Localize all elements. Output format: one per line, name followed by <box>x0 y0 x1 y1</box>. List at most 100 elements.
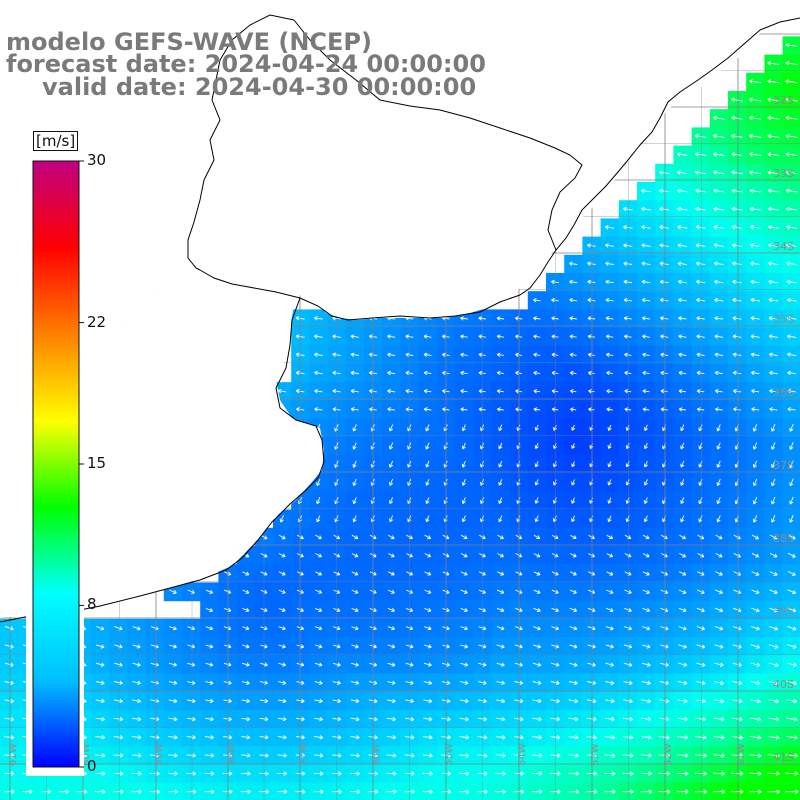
wind-arrow <box>533 316 541 321</box>
wind-arrow <box>716 442 721 450</box>
wind-arrow <box>733 552 741 558</box>
wind-arrow <box>459 771 470 776</box>
wind-arrow <box>623 316 632 321</box>
wind-arrow <box>785 97 798 102</box>
wind-arrow <box>422 789 434 794</box>
wind-arrow <box>278 698 287 704</box>
wind-arrow <box>131 789 142 794</box>
wind-arrow <box>587 297 596 303</box>
wind-arrow <box>460 571 468 576</box>
wind-arrow <box>241 680 250 685</box>
wind-arrow <box>315 553 322 558</box>
speed-cell <box>782 546 800 565</box>
wind-arrow <box>222 753 233 758</box>
wind-arrow <box>169 626 177 631</box>
wind-arrow <box>696 316 705 321</box>
lat-label: 39S <box>773 605 794 618</box>
lon-label: 59W <box>154 743 165 766</box>
wind-arrow <box>660 407 668 412</box>
wind-arrow <box>789 514 794 523</box>
wind-arrow <box>769 571 778 576</box>
wind-arrow <box>750 680 761 686</box>
wind-arrow <box>423 388 432 394</box>
wind-arrow <box>605 316 614 321</box>
wind-arrow <box>186 716 196 722</box>
wind-arrow <box>551 279 559 285</box>
wind-arrow <box>786 334 797 339</box>
wind-arrow <box>750 352 760 357</box>
wind-arrow <box>186 735 196 740</box>
wind-arrow <box>498 424 503 432</box>
wind-arrow <box>149 789 160 794</box>
wind-arrow <box>531 771 543 776</box>
wind-arrow <box>786 644 797 649</box>
wind-arrow <box>785 115 798 120</box>
wind-arrow <box>678 352 687 357</box>
wind-arrow <box>785 61 798 66</box>
wind-arrow <box>350 334 359 339</box>
wind-arrow <box>571 479 576 486</box>
wind-arrow <box>587 261 596 266</box>
wind-arrow <box>767 152 780 157</box>
wind-arrow <box>351 589 359 594</box>
wind-arrow <box>242 571 250 576</box>
wind-arrow <box>498 479 503 486</box>
wind-arrow <box>4 662 14 667</box>
wind-arrow <box>749 97 762 102</box>
wind-arrow <box>767 735 780 740</box>
wind-arrow <box>732 680 743 686</box>
wind-arrow <box>622 771 634 776</box>
wind-arrow <box>95 771 106 776</box>
wind-arrow <box>95 644 105 649</box>
wind-arrow <box>606 553 614 558</box>
wind-arrow <box>643 442 648 450</box>
wind-arrow <box>4 698 15 704</box>
wind-arrow <box>605 662 615 667</box>
lon-label: 54W <box>517 743 528 766</box>
wind-arrow <box>714 316 724 321</box>
wind-arrow <box>588 389 595 394</box>
wind-arrow <box>205 662 214 667</box>
wind-arrow <box>496 644 505 649</box>
lon-label: 56W <box>371 743 382 766</box>
wind-arrow <box>313 789 324 794</box>
wind-arrow <box>551 626 560 631</box>
wind-arrow <box>677 261 688 266</box>
wind-arrow <box>223 698 232 704</box>
wind-arrow <box>586 735 597 740</box>
wind-arrow <box>168 735 178 740</box>
wind-arrow <box>680 424 685 432</box>
wind-arrow <box>607 443 612 449</box>
wind-arrow <box>495 789 506 794</box>
wind-arrow <box>714 607 724 613</box>
wind-arrow <box>622 735 634 740</box>
wind-arrow <box>587 352 595 357</box>
wind-arrow <box>786 662 797 668</box>
wind-arrow <box>731 115 743 121</box>
wind-arrow <box>768 316 779 321</box>
lat-label: 41S <box>773 751 794 764</box>
wind-arrow <box>533 607 541 613</box>
wind-arrow <box>550 717 561 722</box>
wind-arrow <box>551 534 559 540</box>
wind-arrow <box>750 644 761 649</box>
wind-arrow <box>606 389 613 394</box>
wind-arrow <box>495 771 506 776</box>
wind-arrow <box>586 717 597 722</box>
wind-arrow <box>424 607 432 613</box>
wind-arrow <box>732 644 742 649</box>
wind-arrow <box>241 698 251 704</box>
colorbar-unit: [m/s] <box>33 131 79 151</box>
wind-arrow <box>696 352 705 357</box>
wind-arrow <box>587 680 597 686</box>
wind-arrow <box>660 352 669 357</box>
wind-arrow <box>569 626 578 631</box>
wind-arrow <box>605 644 614 649</box>
wind-arrow <box>678 407 686 412</box>
wind-arrow <box>569 370 577 376</box>
wind-arrow <box>4 735 15 740</box>
wind-arrow <box>789 442 794 450</box>
wind-arrow <box>315 589 323 594</box>
wind-arrow <box>714 680 724 686</box>
wind-arrow <box>95 717 105 722</box>
